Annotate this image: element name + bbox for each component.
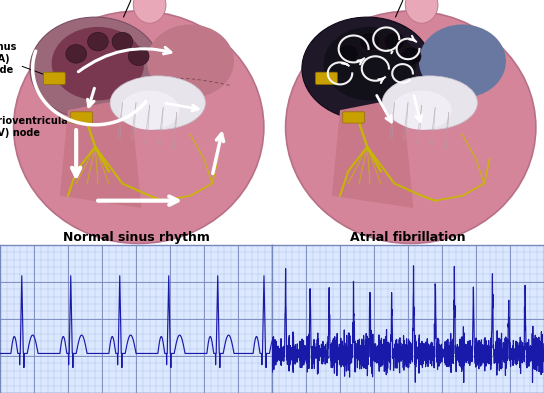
Ellipse shape <box>14 11 264 244</box>
Ellipse shape <box>110 76 206 130</box>
Text: Abnormal electrical pathways: Abnormal electrical pathways <box>310 0 506 17</box>
Circle shape <box>128 47 149 66</box>
FancyBboxPatch shape <box>44 72 65 84</box>
Ellipse shape <box>52 27 144 100</box>
Ellipse shape <box>147 24 234 98</box>
Circle shape <box>360 32 380 51</box>
Ellipse shape <box>302 17 432 120</box>
Circle shape <box>338 44 358 63</box>
Circle shape <box>400 47 421 66</box>
Ellipse shape <box>392 90 452 130</box>
Ellipse shape <box>286 11 536 244</box>
Ellipse shape <box>324 27 416 100</box>
Circle shape <box>112 32 133 51</box>
Ellipse shape <box>30 17 160 120</box>
Polygon shape <box>60 98 141 208</box>
Ellipse shape <box>120 90 180 130</box>
Polygon shape <box>413 98 495 208</box>
FancyBboxPatch shape <box>316 72 337 84</box>
Ellipse shape <box>382 76 478 130</box>
Circle shape <box>88 32 108 51</box>
Title: Normal sinus rhythm: Normal sinus rhythm <box>63 231 209 244</box>
Text: Normal electrical pathways: Normal electrical pathways <box>45 0 227 17</box>
Ellipse shape <box>133 0 166 23</box>
Polygon shape <box>141 98 223 208</box>
FancyBboxPatch shape <box>71 112 92 123</box>
Ellipse shape <box>419 24 506 98</box>
Ellipse shape <box>405 0 438 23</box>
Circle shape <box>66 44 86 63</box>
Text: Sinus
(SA)
node: Sinus (SA) node <box>0 42 52 77</box>
FancyBboxPatch shape <box>343 112 364 123</box>
Text: Atrioventricular
(AV) node: Atrioventricular (AV) node <box>0 116 82 138</box>
Title: Atrial fibrillation: Atrial fibrillation <box>350 231 466 244</box>
Polygon shape <box>332 98 413 208</box>
Circle shape <box>384 32 405 51</box>
